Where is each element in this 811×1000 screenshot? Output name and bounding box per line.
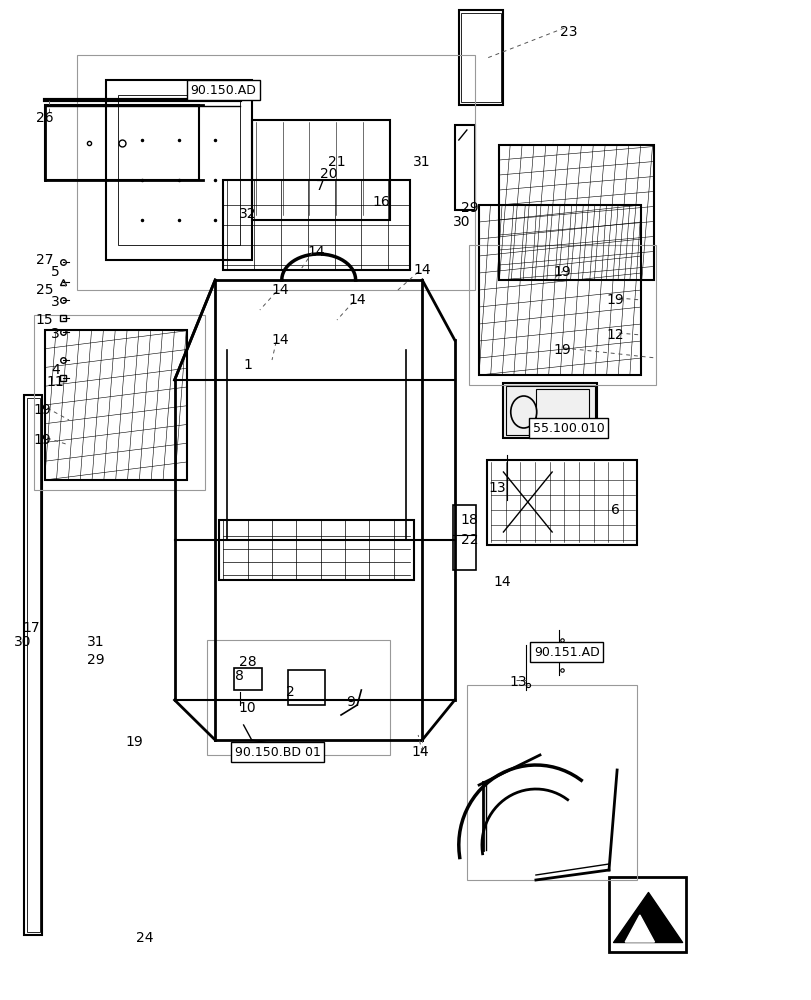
- Text: 22: 22: [460, 533, 478, 547]
- Bar: [458, 10, 503, 105]
- Bar: [535, 389, 588, 433]
- Text: 90.151.AD: 90.151.AD: [534, 646, 599, 658]
- Text: 14: 14: [413, 263, 431, 277]
- Text: 55.100.010: 55.100.010: [532, 422, 603, 434]
- Text: 29: 29: [460, 201, 478, 215]
- Bar: [27, 398, 40, 932]
- Text: 9: 9: [346, 695, 354, 709]
- Bar: [207, 640, 389, 755]
- Text: 16: 16: [372, 195, 390, 209]
- Text: 18: 18: [460, 513, 478, 527]
- Bar: [45, 330, 187, 480]
- Text: 14: 14: [271, 283, 289, 297]
- Text: 6: 6: [611, 503, 619, 517]
- Bar: [499, 145, 653, 280]
- Text: 19: 19: [125, 735, 143, 749]
- Text: 19: 19: [33, 433, 51, 447]
- Text: 1: 1: [243, 358, 251, 372]
- Bar: [34, 315, 204, 490]
- Text: 90.150.BD 01: 90.150.BD 01: [234, 746, 320, 758]
- Text: 2: 2: [286, 685, 294, 699]
- Text: 19: 19: [33, 403, 51, 417]
- Bar: [77, 55, 474, 290]
- Bar: [454, 125, 474, 210]
- Bar: [461, 13, 500, 102]
- Text: 3: 3: [51, 295, 59, 309]
- Bar: [288, 670, 324, 705]
- Bar: [24, 395, 42, 935]
- Text: 14: 14: [492, 575, 510, 589]
- Text: 13: 13: [487, 481, 505, 495]
- Text: 13: 13: [508, 675, 526, 689]
- Bar: [505, 386, 594, 435]
- Text: 24: 24: [135, 931, 153, 945]
- Text: 30: 30: [14, 635, 32, 649]
- Bar: [219, 520, 414, 580]
- Text: 29: 29: [87, 653, 105, 667]
- Text: 25: 25: [36, 283, 54, 297]
- Text: 12: 12: [606, 328, 624, 342]
- Text: 17: 17: [22, 621, 40, 635]
- Text: 14: 14: [411, 745, 429, 759]
- Text: 31: 31: [413, 155, 431, 169]
- Bar: [469, 245, 655, 385]
- Text: 20: 20: [320, 167, 337, 181]
- Text: 4: 4: [51, 363, 59, 377]
- Text: 7: 7: [316, 179, 324, 193]
- Bar: [478, 205, 641, 375]
- Text: 10: 10: [238, 701, 256, 715]
- Text: 19: 19: [606, 293, 624, 307]
- Bar: [453, 505, 475, 570]
- Text: 5: 5: [51, 265, 59, 279]
- Bar: [466, 685, 637, 880]
- Bar: [105, 80, 251, 260]
- Text: 14: 14: [348, 293, 366, 307]
- Text: 19: 19: [552, 343, 570, 357]
- Text: 31: 31: [87, 635, 105, 649]
- Text: 28: 28: [238, 655, 256, 669]
- Text: 3: 3: [51, 327, 59, 341]
- Text: 19: 19: [552, 265, 570, 279]
- Text: 90.150.AD: 90.150.AD: [190, 84, 256, 97]
- Bar: [223, 180, 410, 270]
- Text: 15: 15: [36, 313, 54, 327]
- Bar: [503, 383, 596, 438]
- Bar: [118, 95, 239, 245]
- Text: 14: 14: [271, 333, 289, 347]
- Bar: [234, 668, 262, 690]
- Text: 23: 23: [559, 25, 577, 39]
- Text: 11: 11: [46, 375, 64, 389]
- Bar: [251, 120, 389, 220]
- Bar: [45, 105, 199, 180]
- Text: 14: 14: [307, 245, 325, 259]
- Bar: [608, 877, 685, 952]
- Text: 21: 21: [328, 155, 345, 169]
- Text: 32: 32: [238, 207, 256, 221]
- Polygon shape: [624, 915, 654, 942]
- Text: 30: 30: [452, 215, 470, 229]
- Bar: [487, 460, 637, 545]
- Text: 8: 8: [235, 669, 243, 683]
- Text: 27: 27: [36, 253, 54, 267]
- Text: 26: 26: [36, 111, 54, 125]
